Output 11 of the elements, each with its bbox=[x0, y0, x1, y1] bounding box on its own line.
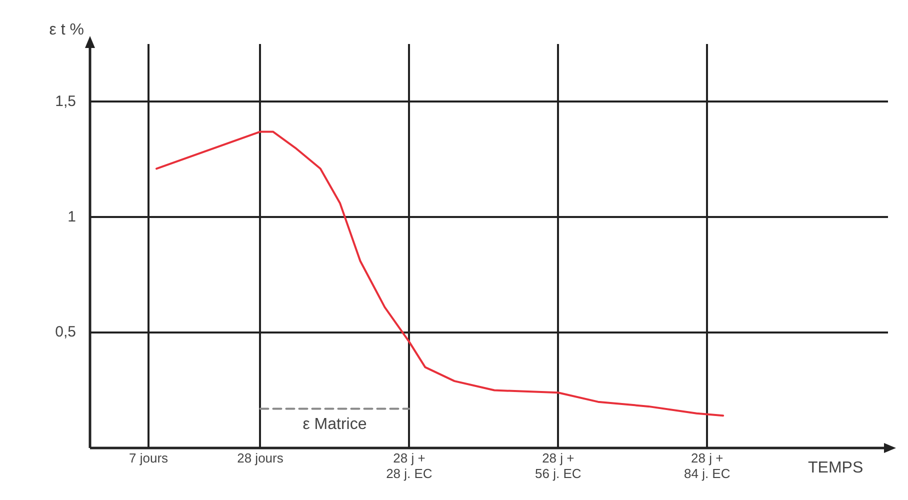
x-axis-title: TEMPS bbox=[808, 459, 864, 476]
x-tick-label: 28 j + 56 j. EC bbox=[535, 450, 582, 481]
x-tick-label: 7 jours bbox=[129, 450, 169, 466]
x-tick-label: 28 j + 84 j. EC bbox=[684, 450, 730, 481]
x-tick-label: 28 j + 28 j. EC bbox=[386, 450, 432, 481]
y-axis-title: ε t % bbox=[49, 21, 84, 38]
y-tick-label: 1,5 bbox=[55, 92, 76, 110]
y-tick-label: 0,5 bbox=[55, 324, 76, 341]
series-label: ε Matrice bbox=[302, 416, 367, 434]
y-tick-label: 1 bbox=[68, 208, 76, 226]
x-tick-label: 28 jours bbox=[237, 450, 284, 466]
